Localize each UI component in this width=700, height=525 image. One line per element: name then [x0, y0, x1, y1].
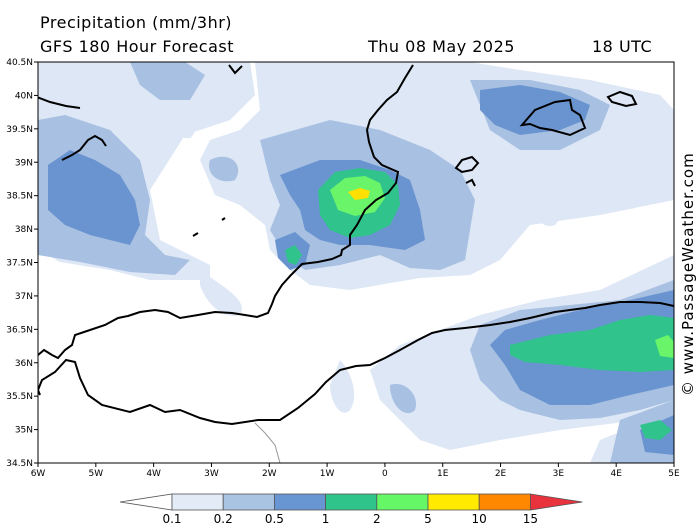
lat-tick-label: 37.5N — [6, 259, 33, 269]
lat-tick-label: 40N — [15, 91, 33, 101]
lon-tick-label: 2W — [262, 469, 277, 479]
legend-swatch — [273, 493, 326, 511]
coastlines — [38, 64, 674, 426]
legend-swatch — [222, 493, 275, 511]
lat-tick-label: 38.5N — [6, 192, 33, 202]
lon-tick-label: 1E — [437, 469, 449, 479]
lat-tick-label: 40.5N — [6, 58, 33, 68]
longitude-axis: 6W 5W 4W 3W 2W 1W 0 1E 2E 3E 4E 5E — [31, 463, 680, 479]
legend-label: 1 — [322, 512, 330, 525]
lon-tick-label: 1W — [320, 469, 335, 479]
legend-arrow-left — [119, 493, 173, 511]
lat-tick-label: 35N — [15, 426, 33, 436]
precip-legend: 0.1 0.2 0.5 1 2 5 10 15 — [119, 493, 583, 525]
lat-tick-label: 36.5N — [6, 325, 33, 335]
lat-tick-label: 36N — [15, 359, 33, 369]
legend-label: 15 — [523, 512, 538, 525]
precip-level-5 — [348, 188, 370, 200]
legend-label: 0.5 — [265, 512, 284, 525]
lat-tick-label: 35.5N — [6, 392, 33, 402]
forecast-label: GFS 180 Hour Forecast — [40, 37, 235, 56]
lon-tick-label: 4E — [610, 469, 622, 479]
lon-tick-label: 6W — [31, 469, 46, 479]
legend-label: 10 — [472, 512, 487, 525]
border-line — [254, 422, 281, 464]
legend-label: 0.2 — [214, 512, 233, 525]
lat-tick-label: 39N — [15, 158, 33, 168]
chart-title: Precipitation (mm/3hr) — [40, 13, 233, 32]
legend-swatch — [376, 493, 429, 511]
credit-text: © www.PassageWeather.com — [679, 152, 697, 396]
lon-tick-label: 2E — [495, 469, 507, 479]
precip-field — [38, 62, 674, 463]
legend-swatch — [171, 493, 224, 511]
legend-label: 0.1 — [162, 512, 181, 525]
legend-swatch — [427, 493, 480, 511]
lat-tick-label: 38N — [15, 225, 33, 235]
forecast-time: 18 UTC — [592, 37, 653, 56]
legend-swatch — [478, 493, 531, 511]
lon-tick-label: 5W — [89, 469, 104, 479]
lat-tick-label: 34.5N — [6, 459, 33, 469]
lat-tick-label: 37N — [15, 292, 33, 302]
latitude-axis: 40.5N 40N 39.5N 39N 38.5N 38N 37.5N 37N 36.5N 36N… — [6, 58, 38, 469]
lon-tick-label: 3W — [204, 469, 219, 479]
lon-tick-label: 5E — [668, 469, 680, 479]
lat-tick-label: 39.5N — [6, 125, 33, 135]
legend-label: 5 — [424, 512, 432, 525]
legend-label: 2 — [373, 512, 381, 525]
lon-tick-label: 4W — [146, 469, 161, 479]
legend-swatch — [325, 493, 378, 511]
lon-tick-label: 3E — [553, 469, 565, 479]
forecast-date: Thu 08 May 2025 — [368, 37, 515, 56]
lon-tick-label: 0 — [382, 469, 388, 479]
legend-arrow-right — [530, 493, 583, 511]
